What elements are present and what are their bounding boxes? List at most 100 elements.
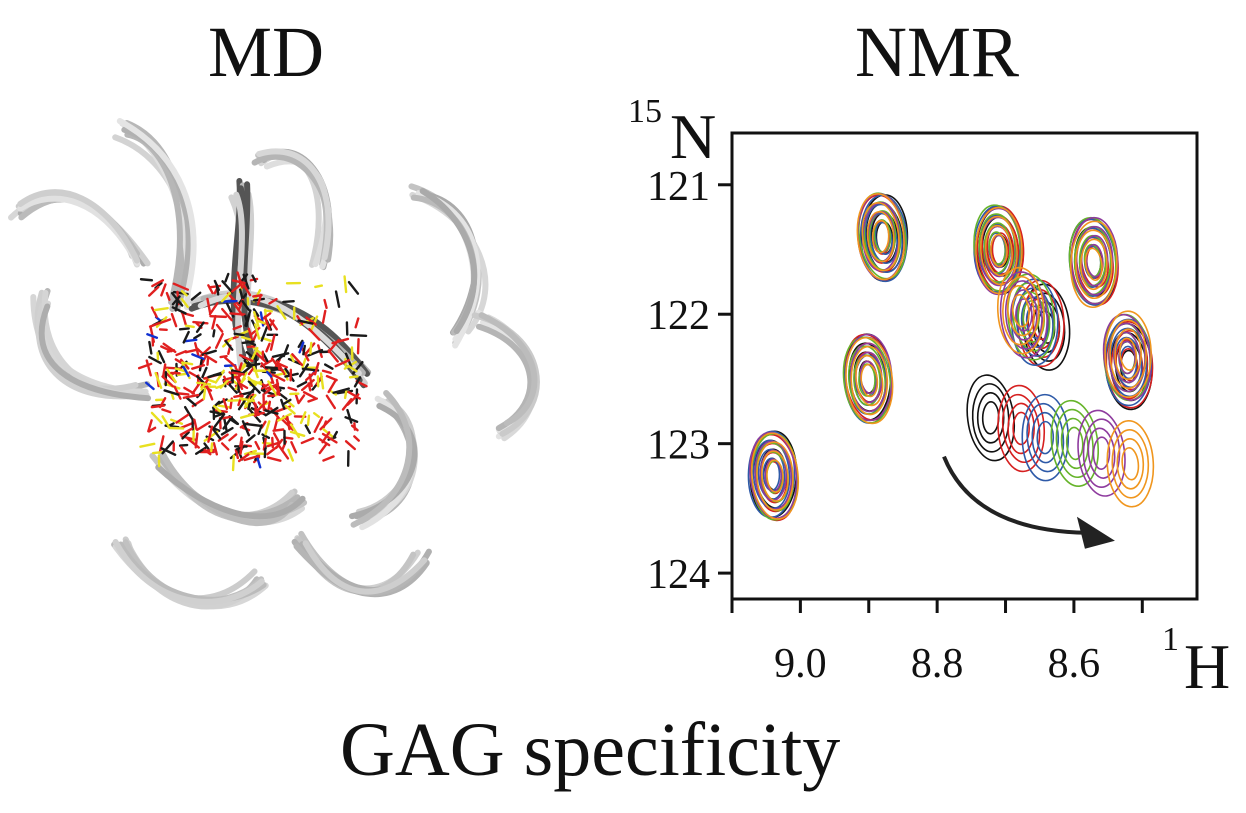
- ligand-bond: [265, 342, 271, 353]
- ligand-bond: [307, 348, 324, 357]
- ligand-bond: [157, 350, 166, 364]
- ligand-bond: [144, 381, 155, 391]
- ligand-bond: [321, 432, 338, 444]
- ligand-bond: [211, 314, 217, 330]
- ligand-bond: [271, 436, 275, 449]
- ligand-bond: [275, 354, 284, 363]
- peak-contour: [850, 345, 889, 416]
- peak-contour: [869, 212, 898, 264]
- ribbon-strand: [155, 464, 306, 520]
- ligand-bond: [318, 442, 328, 455]
- ligand-bond: [224, 272, 230, 283]
- ligand-bond: [194, 446, 208, 455]
- ligand-bond: [234, 448, 240, 460]
- ligand-bond: [346, 408, 353, 424]
- ligand-bond: [297, 394, 306, 405]
- x-axis-ticks: 9.0 8.8 8.6: [730, 599, 1144, 687]
- peak-contour: [983, 222, 1012, 274]
- ligand-bond: [161, 415, 171, 430]
- peak: [1102, 310, 1154, 411]
- ligand-bond: [281, 398, 292, 406]
- ligand-bond: [179, 421, 195, 430]
- ligand-bond: [256, 319, 265, 325]
- ligand-bond: [160, 447, 177, 456]
- ligand-bond: [228, 383, 238, 394]
- ligand-bond: [213, 279, 221, 292]
- ligand-bond: [241, 336, 252, 341]
- ligand-bond: [278, 392, 288, 401]
- ligand-bond: [244, 314, 249, 324]
- ligand-bond: [183, 405, 194, 421]
- peak-contour: [1074, 229, 1113, 300]
- ligand-bond: [319, 417, 333, 431]
- ligand-bond: [305, 316, 318, 326]
- ligand-bond: [343, 389, 348, 400]
- peak-contour: [1010, 289, 1038, 341]
- ligand-bond: [280, 398, 286, 410]
- ligand-bond: [203, 448, 212, 456]
- ligand-bond: [224, 356, 237, 369]
- peak-contour: [1109, 319, 1147, 389]
- x-label-superscript: 1: [1162, 621, 1179, 658]
- ligand-bond: [282, 299, 295, 304]
- ligand-bond: [308, 373, 313, 388]
- ligand-bond: [175, 350, 188, 357]
- peak-contour: [1031, 411, 1060, 464]
- x-axis-label: 1 H: [1162, 621, 1230, 702]
- ligand-bond: [277, 444, 290, 460]
- ligand-bond: [219, 354, 228, 359]
- x-tick-label: 8.8: [911, 641, 964, 687]
- ligand-bond: [294, 392, 300, 404]
- peak-contour: [860, 363, 879, 398]
- ligand-bond: [243, 454, 261, 462]
- peak-contour: [752, 439, 791, 510]
- gag-ligand-ensemble: [137, 271, 368, 472]
- ligand-bond: [178, 443, 189, 447]
- peak-contour: [874, 221, 893, 256]
- peak-contour: [1102, 313, 1152, 401]
- peak-contour: [1004, 280, 1043, 350]
- md-structure-ensemble: [8, 118, 540, 610]
- ligand-bond: [347, 390, 362, 400]
- ligand-bond: [300, 346, 310, 362]
- ligand-bond: [251, 274, 257, 283]
- ligand-bond: [148, 355, 162, 365]
- ligand-bond: [196, 375, 205, 384]
- ligand-bond: [174, 367, 187, 373]
- ligand-bond: [268, 297, 278, 305]
- peak-contour: [871, 219, 890, 254]
- ligand-bond: [249, 326, 261, 336]
- peak-contour: [866, 210, 895, 263]
- ligand-bond: [147, 419, 153, 433]
- ligand-bond: [287, 386, 298, 392]
- ligand-bond: [289, 354, 295, 363]
- ligand-bond: [266, 456, 282, 462]
- ligand-bond: [269, 334, 276, 351]
- ligand-bond: [284, 404, 296, 415]
- ligand-bond: [196, 421, 211, 432]
- ligand-bond: [224, 340, 234, 351]
- peak: [747, 430, 800, 522]
- ligand-bond: [353, 376, 362, 388]
- ligand-bond: [264, 384, 276, 391]
- ligand-bond: [254, 351, 268, 364]
- ligand-bond: [267, 400, 272, 411]
- ligand-bond: [211, 427, 222, 440]
- ligand-bond: [207, 284, 214, 295]
- ligand-bond: [209, 442, 214, 453]
- ligand-bond: [238, 293, 248, 305]
- ligand-bond: [183, 386, 196, 395]
- ligand-bond: [145, 359, 152, 377]
- ligand-bond: [275, 438, 284, 450]
- ligand-bond: [151, 450, 165, 455]
- ligand-bond: [171, 306, 187, 315]
- ribbon-strand: [116, 118, 197, 298]
- ligand-bond: [241, 300, 250, 311]
- ligand-bond: [231, 283, 242, 293]
- ligand-bond: [184, 324, 195, 329]
- ligand-bond: [202, 387, 207, 400]
- ligand-bond: [160, 283, 167, 297]
- ligand-bond: [238, 364, 247, 373]
- ligand-bond: [321, 369, 332, 375]
- ligand-bond: [239, 397, 256, 403]
